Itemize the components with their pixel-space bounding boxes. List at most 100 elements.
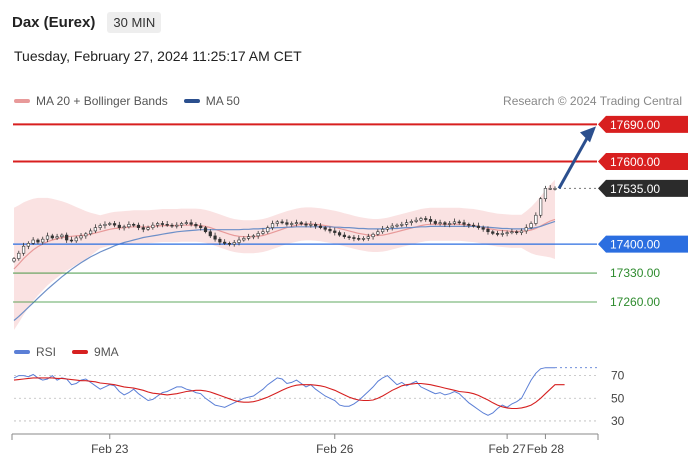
candle-62 xyxy=(309,224,313,226)
candle-92 xyxy=(452,221,457,224)
candle-100 xyxy=(491,231,495,234)
candle-65 xyxy=(323,227,327,230)
candle-68 xyxy=(337,232,342,236)
ma20-line xyxy=(13,218,556,270)
candle-54 xyxy=(270,223,275,228)
ma50-label: MA 50 xyxy=(205,94,240,108)
rsi-ma-swatch xyxy=(72,350,89,354)
candle-84 xyxy=(414,219,418,222)
candle-71 xyxy=(352,237,356,239)
level-tag-3 xyxy=(598,235,688,253)
candle-97 xyxy=(476,225,481,228)
candle-78 xyxy=(385,227,390,230)
candle-110 xyxy=(539,198,543,216)
candle-26 xyxy=(136,224,141,228)
candle-43 xyxy=(218,238,222,243)
candle-105 xyxy=(515,231,519,234)
candle-40 xyxy=(203,227,208,233)
candle-1 xyxy=(17,252,21,259)
candle-29 xyxy=(151,224,155,228)
rsi-swatch xyxy=(14,350,30,354)
candle-20 xyxy=(108,223,112,225)
price-panel: 17690.00 17600.00 17535.00 17400.00 17330.00… xyxy=(12,115,688,330)
candle-91 xyxy=(448,223,452,225)
candle-44 xyxy=(223,241,227,244)
price-legend: MA 20 + Bollinger Bands MA 50 xyxy=(14,94,256,108)
candle-56 xyxy=(280,221,284,224)
candle-21 xyxy=(112,223,117,226)
candle-111 xyxy=(543,188,548,200)
candle-108 xyxy=(529,223,533,228)
candle-51 xyxy=(256,233,260,237)
candle-104 xyxy=(510,231,514,234)
candle-72 xyxy=(357,238,361,240)
candle-75 xyxy=(371,233,375,238)
chart-header: Dax (Eurex) 30 MIN xyxy=(12,10,162,34)
legend-item-ma20: MA 20 + Bollinger Bands xyxy=(14,94,168,108)
candle-0 xyxy=(12,258,16,262)
candle-36 xyxy=(184,222,188,224)
x-tick-label-0: Feb 23 xyxy=(91,442,129,456)
ma50-swatch xyxy=(183,99,200,103)
candle-101 xyxy=(495,233,500,235)
candle-3 xyxy=(26,243,30,247)
candle-48 xyxy=(242,238,246,241)
candle-14 xyxy=(79,235,83,239)
candle-16 xyxy=(88,230,93,235)
rsi-tick-50: 50 xyxy=(611,391,625,405)
candle-50 xyxy=(251,235,255,238)
level-label-0: 17690.00 xyxy=(610,118,660,132)
candle-102 xyxy=(500,233,504,235)
instrument-title: Dax (Eurex) xyxy=(12,13,96,31)
candle-67 xyxy=(333,230,337,233)
x-axis: Feb 23 Feb 26 Feb 27 Feb 28 xyxy=(11,433,599,456)
candle-5 xyxy=(36,239,40,243)
candle-82 xyxy=(404,222,409,225)
candle-10 xyxy=(60,234,64,238)
candle-17 xyxy=(93,227,97,232)
candle-39 xyxy=(199,225,203,228)
candle-103 xyxy=(505,232,509,234)
candle-94 xyxy=(462,222,466,225)
candle-11 xyxy=(65,234,69,241)
forecast-arrow-shaft xyxy=(557,135,590,190)
rsi-legend: RSI 9MA xyxy=(14,345,135,359)
candle-27 xyxy=(141,227,145,230)
x-tick-label-2: Feb 27 xyxy=(488,442,526,456)
candle-107 xyxy=(524,227,528,232)
candle-93 xyxy=(457,221,461,224)
chart-datetime: Tuesday, February 27, 2024 11:25:17 AM C… xyxy=(14,48,302,64)
candle-55 xyxy=(275,221,279,224)
candle-89 xyxy=(438,222,442,224)
rsi-ma-line xyxy=(13,377,565,410)
candle-70 xyxy=(347,236,351,239)
candle-34 xyxy=(175,224,179,227)
candle-59 xyxy=(294,222,299,224)
rsi-ma-label: 9MA xyxy=(94,345,119,359)
candle-69 xyxy=(342,234,346,238)
candle-106 xyxy=(519,230,524,233)
candle-61 xyxy=(304,223,308,226)
candle-33 xyxy=(170,224,174,227)
candle-58 xyxy=(290,223,294,225)
candle-49 xyxy=(246,236,251,239)
candle-109 xyxy=(534,214,538,224)
rsi-tick-30: 30 xyxy=(611,414,625,428)
candle-38 xyxy=(194,224,198,227)
legend-item-ma50: MA 50 xyxy=(183,94,240,108)
timeframe-badge[interactable]: 30 MIN xyxy=(107,11,162,33)
candle-30 xyxy=(156,223,160,226)
candle-73 xyxy=(361,238,366,240)
level-tag-0 xyxy=(598,115,688,133)
legend-item-rsi: RSI xyxy=(14,345,56,359)
candle-66 xyxy=(328,228,332,232)
candle-6 xyxy=(41,238,45,243)
candle-24 xyxy=(127,224,131,228)
bollinger-band xyxy=(14,179,555,330)
candle-79 xyxy=(390,225,394,228)
candle-63 xyxy=(314,224,318,227)
level-tag-2 xyxy=(598,179,688,197)
candle-13 xyxy=(74,237,78,242)
legend-item-9ma: 9MA xyxy=(72,345,119,359)
